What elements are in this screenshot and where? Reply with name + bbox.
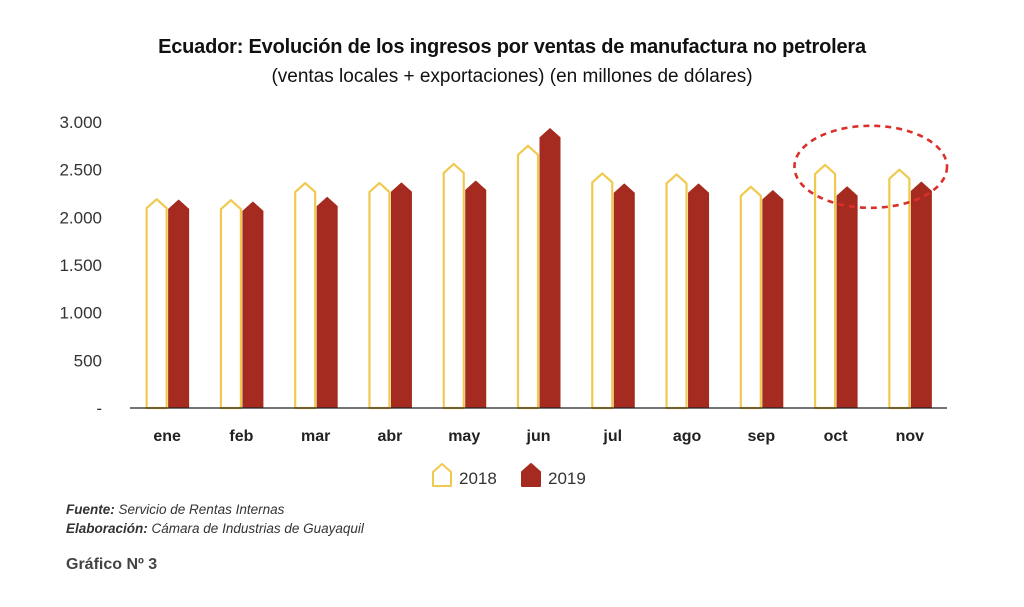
legend: 2018 2019 (432, 463, 586, 488)
bar-2019 (316, 196, 338, 409)
x-tick-label: jun (526, 428, 551, 445)
x-tick-label: jul (602, 428, 622, 445)
x-tick-label: ene (153, 428, 181, 445)
x-axis-labels: ene feb mar abr may jun jul ago sep oct nov (153, 428, 924, 445)
bar-2019 (688, 183, 710, 409)
source-label: Fuente: (66, 502, 115, 517)
bar-2018 (516, 144, 540, 410)
figure-number: Gráfico Nº 3 (66, 556, 158, 573)
highlight-ellipse (793, 124, 949, 210)
x-tick-label: feb (229, 428, 253, 445)
y-tick-label: 2.000 (59, 208, 102, 227)
chart-subtitle: (ventas locales + exportaciones) (en mil… (271, 66, 753, 87)
y-tick-label: 1.500 (59, 256, 102, 275)
x-tick-label: may (448, 428, 480, 445)
bar-2018 (591, 172, 614, 410)
x-tick-label: mar (301, 428, 330, 445)
bar-2019 (539, 128, 561, 409)
legend-swatch (432, 463, 452, 487)
bar-2019 (762, 190, 784, 409)
bar-2019 (242, 201, 264, 409)
legend-label-2018: 2018 (459, 469, 497, 488)
x-tick-label: ago (673, 428, 702, 445)
bar-2018 (442, 162, 465, 410)
legend-swatch (521, 463, 541, 487)
bar-2019 (910, 181, 932, 409)
bar-2019 (613, 183, 635, 409)
y-axis: - 500 1.000 1.500 2.000 2.500 3.000 (59, 113, 102, 418)
y-tick-label: 2.500 (59, 161, 102, 180)
bar-2018 (739, 185, 762, 410)
legend-label-2019: 2019 (548, 469, 586, 488)
x-tick-label: abr (378, 428, 403, 445)
elaboration-line: Elaboración: Cámara de Industrias de Gua… (66, 521, 364, 536)
source-line: Fuente: Servicio de Rentas Internas (66, 502, 284, 517)
bar-2019 (168, 199, 190, 409)
x-tick-label: sep (748, 428, 776, 445)
bar-2018 (145, 198, 168, 410)
y-tick-label: 500 (74, 351, 102, 370)
bar-2018 (219, 199, 243, 410)
bar-2018 (888, 168, 911, 410)
bars (145, 128, 932, 410)
highlight-annotation (793, 124, 949, 210)
source-text: Servicio de Rentas Internas (118, 502, 285, 517)
chart-title: Ecuador: Evolución de los ingresos por v… (158, 36, 866, 58)
x-tick-label: oct (824, 428, 849, 445)
y-tick-label: 3.000 (59, 113, 102, 132)
bar-2018 (368, 181, 391, 410)
x-tick-label: nov (896, 428, 925, 445)
y-tick-label: - (96, 399, 102, 418)
bar-2019 (390, 182, 412, 409)
y-tick-label: 1.000 (59, 304, 102, 323)
elaboration-label: Elaboración: (66, 521, 148, 536)
bar-2018 (665, 173, 688, 410)
bar-2019 (465, 180, 487, 409)
bar-2019 (836, 186, 858, 409)
elaboration-text: Cámara de Industrias de Guayaquil (151, 521, 364, 536)
bar-2018 (294, 181, 317, 410)
